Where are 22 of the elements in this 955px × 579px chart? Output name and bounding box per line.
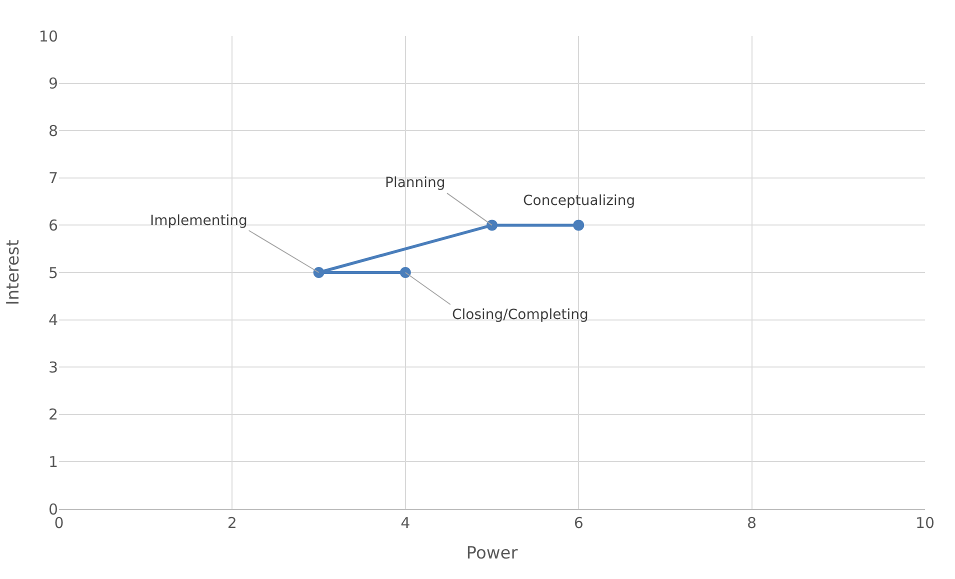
y-tick-label: 8 — [48, 122, 58, 140]
y-tick-label: 1 — [48, 452, 58, 471]
annotation: Conceptualizing — [523, 193, 636, 209]
annotation: Closing/Completing — [452, 307, 588, 323]
x-tick-label: 10 — [915, 514, 935, 532]
x-axis-title: Power — [466, 543, 518, 564]
x-tick-label: 8 — [747, 514, 757, 532]
annotation: Implementing — [150, 213, 248, 229]
y-tick-label: 5 — [48, 264, 58, 282]
y-axis-title: Interest — [3, 239, 24, 306]
y-tick-label: 3 — [48, 358, 58, 376]
x-tick-label: 6 — [574, 514, 584, 532]
x-tick-label: 4 — [400, 514, 410, 532]
annotation: Planning — [385, 175, 446, 191]
y-tick-label: 9 — [48, 74, 58, 93]
y-tick-label: 4 — [48, 311, 58, 330]
y-tick-label: 10 — [38, 27, 58, 46]
y-tick-label: 0 — [48, 500, 58, 518]
y-tick-label: 6 — [48, 216, 58, 234]
y-tick-label: 7 — [48, 169, 58, 188]
y-tick-label: 2 — [48, 406, 58, 424]
x-tick-label: 2 — [227, 514, 237, 532]
